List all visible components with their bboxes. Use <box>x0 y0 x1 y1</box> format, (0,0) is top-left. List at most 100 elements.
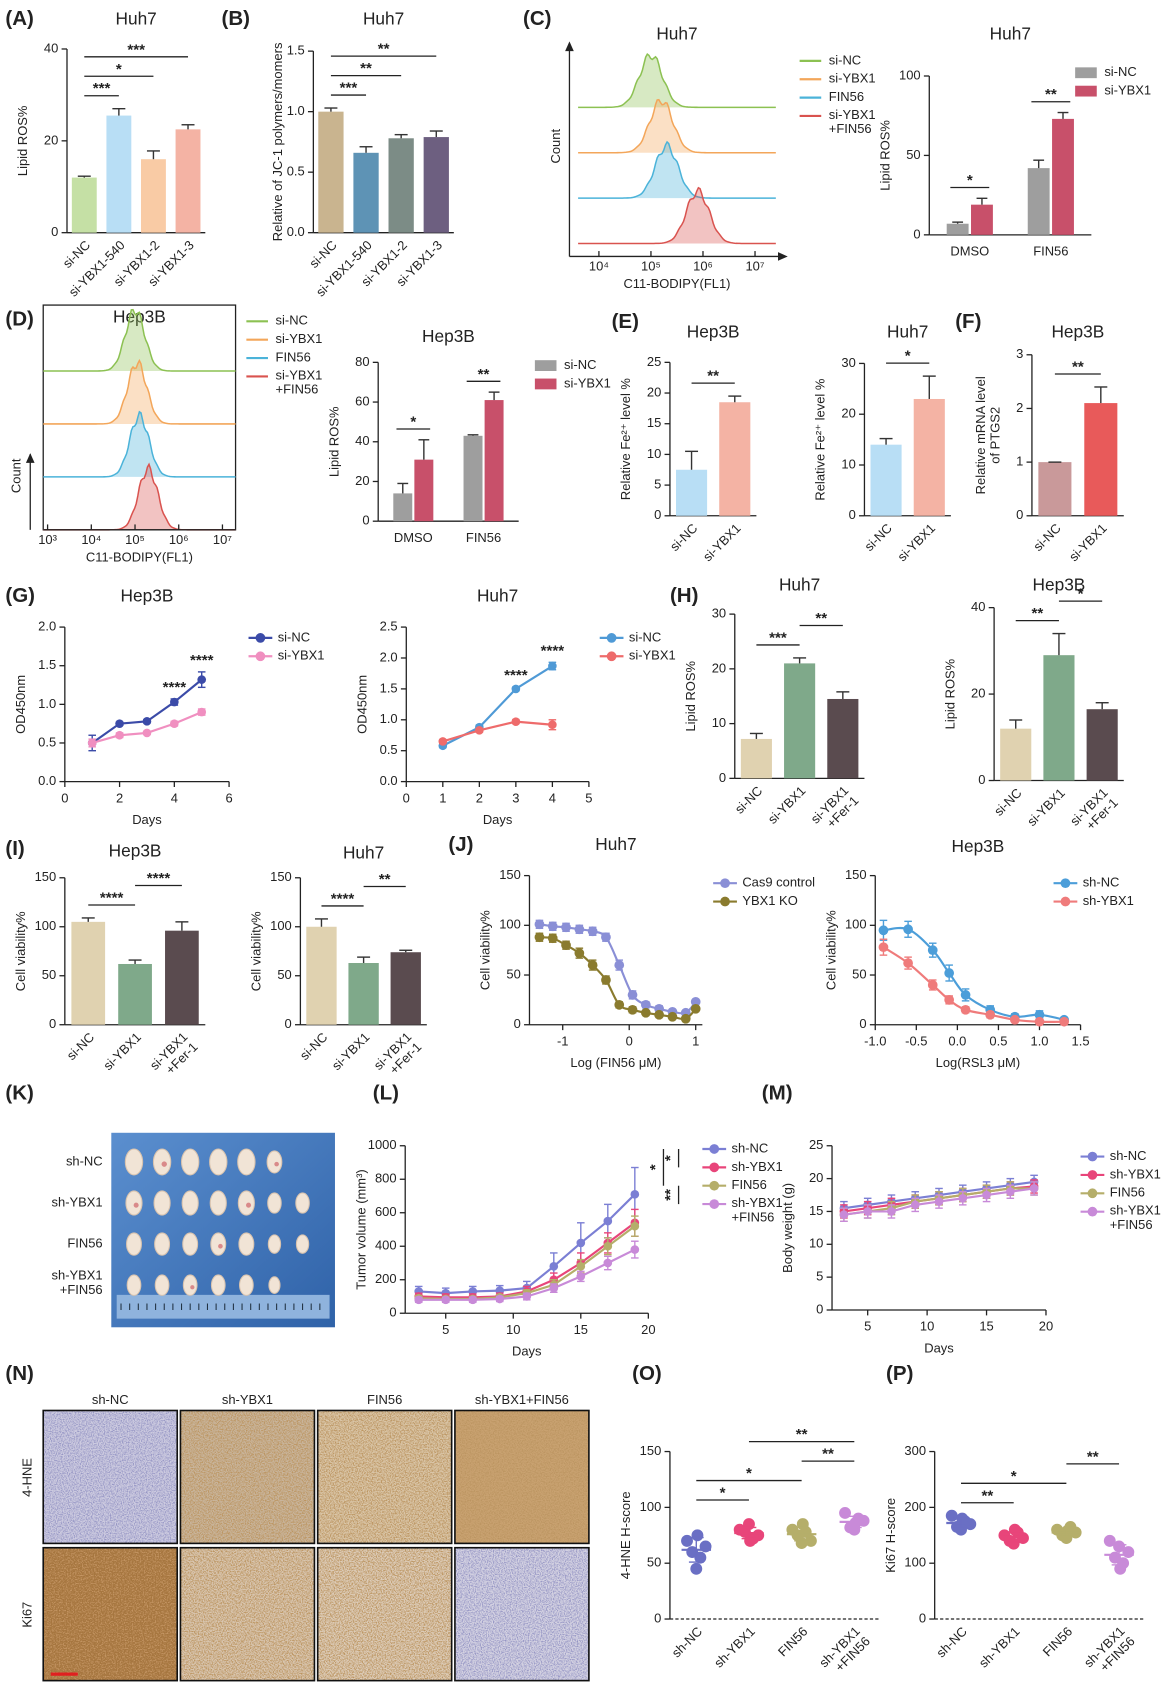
legend-swatch <box>534 360 557 371</box>
y-axis-label: Lipid ROS% <box>15 105 30 176</box>
x-tick-label: FIN56 <box>1040 1624 1076 1660</box>
y-axis-label: Ki67 H-score <box>883 1498 898 1573</box>
error-bar <box>146 150 160 160</box>
error-bar <box>1057 111 1069 119</box>
data-point <box>614 999 625 1010</box>
panel-label: (D) <box>5 308 33 331</box>
y-tick-label: 100 <box>499 917 521 932</box>
legend-label: si-YBX1 <box>829 71 876 86</box>
y-tick-label: 20 <box>647 384 661 399</box>
panel-label: (I) <box>5 837 24 860</box>
panel-label: (B) <box>222 7 250 30</box>
data-point <box>547 933 558 944</box>
significance-label: ** <box>796 1426 808 1443</box>
y-tick-label: 40 <box>44 40 58 55</box>
chart-title: Hep3B <box>952 836 1005 856</box>
data-point <box>795 1537 808 1550</box>
ihc-frame <box>454 1546 590 1682</box>
y-tick-label: 1.0 <box>38 696 56 711</box>
y-tick-label: 0 <box>389 1305 396 1320</box>
error-bar <box>922 375 936 399</box>
data-point <box>115 719 124 728</box>
y-tick-label: 1.5 <box>287 43 305 58</box>
legend-label: si-YBX1 <box>1104 83 1151 98</box>
bar <box>118 963 152 1025</box>
data-point <box>522 1292 532 1301</box>
x-tick-label: si-YBX1 <box>329 1029 373 1073</box>
ihc-frame <box>179 1409 316 1545</box>
y-tick-label: 0 <box>919 1610 926 1625</box>
y-tick-label: 0 <box>285 1016 292 1031</box>
ihc-texture <box>43 1410 178 1544</box>
data-point <box>887 1207 896 1216</box>
bar <box>71 177 97 233</box>
data-point <box>640 1007 651 1018</box>
y-tick-label: 0.5 <box>287 164 305 179</box>
legend-label: sh-YBX1 +FIN56 <box>732 1196 783 1225</box>
error-bar <box>81 917 95 922</box>
y-tick-label: 30 <box>841 355 855 370</box>
text-line: sh-YBX1 <box>1110 1203 1161 1218</box>
tumor <box>209 1148 228 1176</box>
legend-marker <box>709 1144 720 1154</box>
x-tick-label: 10⁶ <box>693 259 713 274</box>
data-point <box>576 1272 586 1281</box>
y-axis-label: Count <box>9 458 24 493</box>
bar <box>1084 403 1118 516</box>
chart-title: Huh7 <box>363 8 404 28</box>
x-tick-label: si-YBX1+Fer-1 <box>371 1029 425 1083</box>
x-tick-label: 6 <box>225 790 232 805</box>
ihc-texture <box>180 1547 315 1681</box>
y-axis-label: Relative mRNA levelof PTGS2 <box>974 376 1003 494</box>
x-tick-label: 1 <box>692 1033 699 1048</box>
histogram-outline <box>578 186 776 245</box>
text-line: +FIN56 <box>732 1210 775 1225</box>
error-bar <box>741 1526 757 1540</box>
x-tick-label: 3 <box>512 790 519 805</box>
tumor <box>124 1148 144 1176</box>
panel-label: (F) <box>955 310 981 333</box>
bar <box>971 204 993 235</box>
data-point <box>927 945 938 956</box>
data-point <box>910 1200 920 1210</box>
x-tick-label: 2 <box>116 790 123 805</box>
bar <box>140 159 166 233</box>
tumor <box>153 1190 171 1216</box>
error-bar <box>359 146 373 153</box>
error-bar <box>1052 632 1066 656</box>
x-axis-label: Log (FIN56 μM) <box>570 1055 661 1070</box>
error-bar <box>1009 719 1023 729</box>
y-tick-label: 20 <box>712 660 726 675</box>
error-bar <box>1095 702 1109 710</box>
y-tick-label: 0.0 <box>287 224 305 239</box>
significance-label: ** <box>478 366 490 383</box>
x-tick-label: 5 <box>585 790 592 805</box>
error-bar <box>1033 159 1045 169</box>
tumor-spot <box>218 1243 223 1249</box>
data-point <box>142 717 152 726</box>
x-tick-label: si-NC <box>64 1029 98 1063</box>
significance-label: **** <box>100 889 124 906</box>
x-tick-label: si-YBX1+Fer-1 <box>808 783 862 837</box>
y-axis-label: Count <box>548 129 563 164</box>
data-point <box>1029 1184 1039 1193</box>
data-point <box>1114 1562 1127 1575</box>
x-tick-label: sh-NC <box>669 1624 706 1661</box>
data-point <box>691 1529 704 1542</box>
y-tick-label: 0 <box>978 772 985 787</box>
tumor <box>238 1232 255 1256</box>
legend-label: FIN56 <box>1110 1185 1145 1200</box>
error-bar <box>749 732 763 739</box>
error-bar <box>685 450 699 470</box>
chart-title: Hep3B <box>422 326 475 346</box>
error-bar <box>728 395 742 403</box>
x-tick-label: 10 <box>920 1319 934 1334</box>
data-point <box>576 1238 586 1248</box>
x-tick-label: 1.5 <box>1072 1033 1090 1048</box>
data-point <box>475 725 484 735</box>
y-tick-label: 5 <box>654 477 661 492</box>
y-tick-label: 150 <box>35 869 57 884</box>
x-tick-label: 15 <box>979 1319 993 1334</box>
y-tick-label: 20 <box>971 685 985 700</box>
